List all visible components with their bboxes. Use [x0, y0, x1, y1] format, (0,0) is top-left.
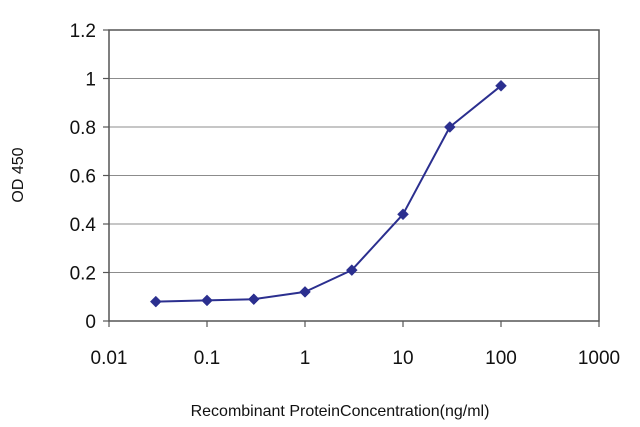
data-point — [443, 121, 456, 133]
data-point — [299, 286, 311, 298]
series-line — [155, 85, 502, 303]
y-tick-label: 0.6 — [70, 167, 96, 188]
y-tick-labels: 0 0.2 0.4 0.6 0.8 1 1.2 — [70, 21, 109, 333]
data-point — [345, 264, 358, 276]
y-tick-label: 1.2 — [70, 21, 96, 42]
gridlines — [109, 78, 599, 273]
y-tick-label: 0 — [85, 312, 96, 333]
y-tick-label: 0.4 — [70, 215, 97, 236]
y-tick-label: 0.8 — [70, 118, 96, 139]
data-point — [397, 208, 409, 221]
x-tick-label: 10 — [392, 348, 413, 369]
y-axis-title: OD 450 — [10, 147, 27, 202]
series — [149, 79, 507, 308]
x-tick-label: 100 — [485, 348, 517, 369]
data-point — [149, 295, 162, 308]
x-tick-label: 0.01 — [91, 348, 128, 369]
data-point — [247, 293, 260, 306]
x-tick-label: 1000 — [578, 348, 620, 369]
data-point — [201, 294, 213, 307]
x-tick-label: 0.1 — [194, 348, 220, 369]
x-axis-title: Recombinant ProteinConcentration(ng/ml) — [191, 403, 490, 420]
y-tick-label: 0.2 — [70, 264, 96, 285]
data-point — [495, 79, 507, 92]
y-tick-label: 1 — [85, 70, 96, 91]
x-tick-label: 1 — [300, 348, 311, 369]
x-tick-labels: 0.01 0.1 1 10 100 1000 — [91, 321, 620, 369]
